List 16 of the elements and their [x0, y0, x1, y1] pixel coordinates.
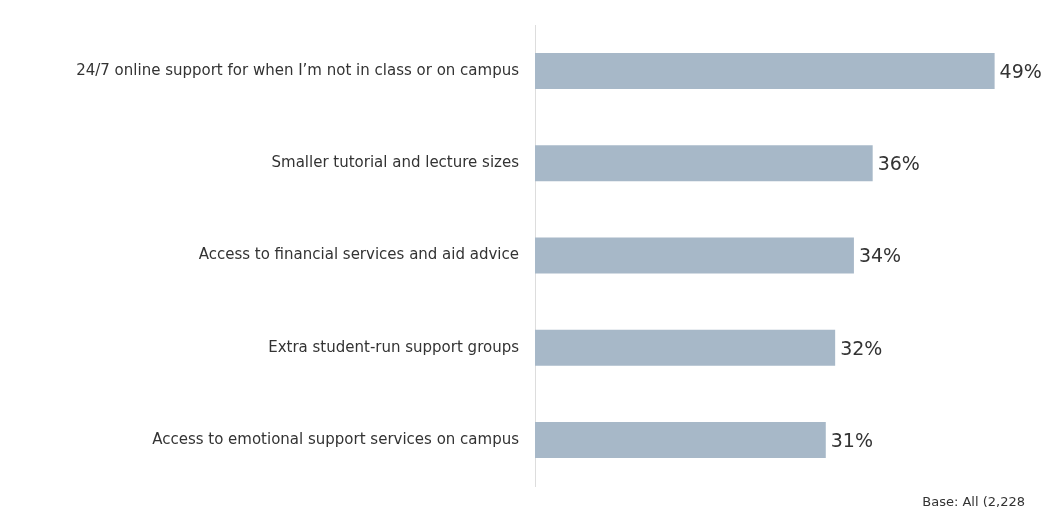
y-tick-label: Extra student-run support groups — [268, 337, 520, 356]
y-tick-label: Access to financial services and aid advice — [198, 245, 519, 264]
bar — [535, 145, 873, 182]
y-tick-label: 24/7 online support for when I’m not in class or on campus — [76, 60, 520, 79]
bar — [535, 421, 826, 458]
data-label: 49% — [999, 60, 1042, 83]
data-label: 31% — [830, 428, 874, 451]
text: Base: All (2,228 — [922, 494, 1025, 509]
data-label: 34% — [858, 244, 902, 267]
bar — [535, 53, 995, 90]
bar — [535, 329, 836, 366]
data-label: 32% — [840, 336, 883, 359]
bar — [535, 237, 854, 274]
y-tick-label: Access to emotional support services on campus — [152, 429, 520, 448]
y-tick-label: Smaller tutorial and lecture sizes — [271, 153, 520, 172]
data-label: 36% — [877, 152, 920, 175]
